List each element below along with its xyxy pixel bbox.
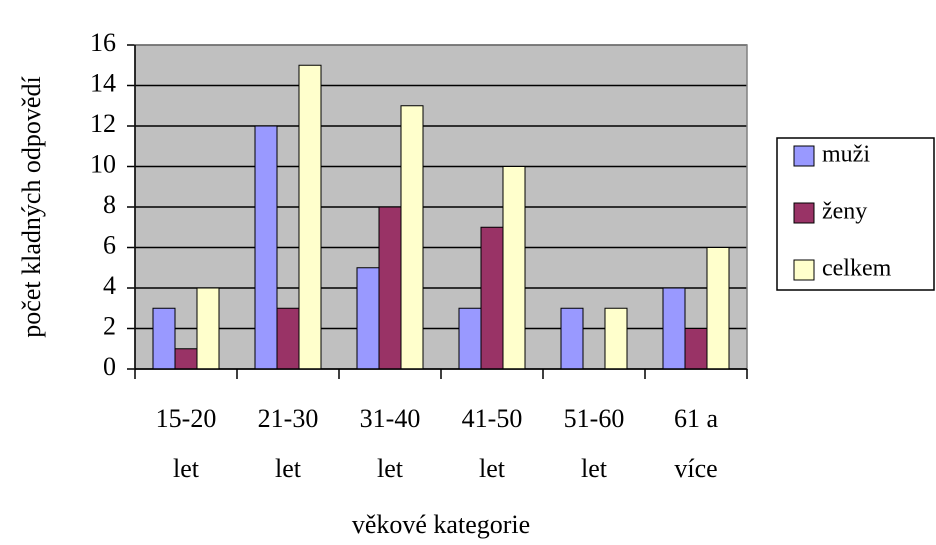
y-tick-label: 2	[103, 311, 116, 340]
bar	[196, 287, 220, 370]
x-axis-label: věkové kategorie	[352, 510, 530, 539]
bar	[174, 348, 198, 370]
bar	[254, 125, 278, 370]
bar	[152, 307, 176, 370]
bar	[684, 328, 708, 370]
bar	[458, 307, 482, 370]
x-tick-label: 41-50	[462, 404, 523, 433]
legend-swatch	[793, 145, 815, 167]
legend-swatch	[793, 259, 815, 281]
bar	[356, 267, 380, 370]
legend-label: muži	[822, 142, 870, 168]
y-tick-label: 12	[90, 109, 116, 138]
bar	[560, 307, 584, 370]
x-tick-label: let	[173, 454, 200, 483]
y-tick-label: 8	[103, 190, 116, 219]
y-tick-label: 0	[103, 352, 116, 381]
y-axis-label: počet kladných odpovědí	[17, 76, 46, 337]
y-tick-label: 4	[103, 271, 116, 300]
legend-label: ženy	[822, 199, 867, 225]
y-tick-label: 6	[103, 230, 116, 259]
x-tick-label: 15-20	[156, 404, 217, 433]
y-tick-label: 16	[90, 28, 116, 57]
legend-swatch	[793, 202, 815, 224]
bar	[604, 307, 628, 370]
bar	[400, 105, 424, 370]
bar	[480, 226, 504, 370]
x-tick-label: let	[581, 454, 608, 483]
bar	[706, 247, 730, 370]
bar	[276, 307, 300, 370]
x-tick-label: let	[479, 454, 506, 483]
x-tick-label: let	[377, 454, 404, 483]
x-tick-label: let	[275, 454, 302, 483]
y-tick-label: 10	[90, 149, 116, 178]
bar	[502, 166, 526, 370]
bar	[378, 206, 402, 370]
x-tick-label: 61 a	[674, 404, 719, 433]
bar	[298, 64, 322, 370]
x-tick-label: 51-60	[564, 404, 625, 433]
x-tick-label: více	[674, 454, 717, 483]
x-tick-label: 21-30	[258, 404, 319, 433]
legend-label: celkem	[822, 256, 892, 282]
bar	[662, 287, 686, 370]
y-tick-label: 14	[90, 68, 116, 97]
x-tick-label: 31-40	[360, 404, 421, 433]
